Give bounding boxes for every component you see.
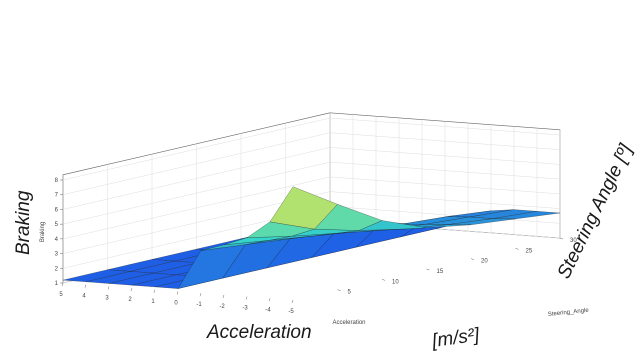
braking-tick-label: 2 [55, 266, 59, 272]
steering-angle-tick-mark [337, 289, 341, 291]
steering-angle-tick-label: 25 [526, 248, 533, 254]
braking-tick-label: 1 [55, 281, 59, 287]
acceleration-tick-mark [199, 293, 202, 297]
surface-mesh [62, 186, 561, 289]
acceleration-tick-mark [245, 296, 248, 300]
acceleration-tick-label: 5 [59, 292, 63, 298]
steering-angle-axis-label: Steering Angle [º] [554, 140, 635, 282]
braking-tick-label: 4 [55, 237, 59, 243]
acceleration-unit-label: [m/s²] [430, 324, 482, 352]
steering-angle-small-label: Steering_Angle [548, 308, 590, 318]
acceleration-tick-mark [130, 288, 133, 292]
steering-angle-tick-mark [426, 268, 430, 271]
acceleration-tick-label: 3 [105, 295, 109, 301]
steering-angle-tick-mark [515, 248, 519, 250]
braking-tick-label: 8 [55, 178, 59, 184]
steering-angle-tick-mark [470, 258, 475, 260]
acceleration-ticks: 5 4 3 2 1 0 -1 -2 -3 -4 -5 [59, 282, 294, 315]
steering-angle-tick-label: 15 [437, 269, 444, 275]
steering-angle-tick-label: 5 [348, 290, 352, 296]
braking-tick-label: 3 [55, 252, 59, 258]
steering-angle-tick-label: 10 [392, 279, 399, 285]
acceleration-tick-label: -5 [288, 309, 294, 315]
steering-angle-tick-label: 20 [481, 259, 488, 265]
acceleration-tick-label: 0 [174, 301, 178, 307]
acceleration-tick-label: -2 [219, 304, 225, 310]
acceleration-tick-label: -3 [242, 306, 248, 312]
acceleration-tick-label: 4 [82, 294, 86, 300]
acceleration-tick-label: 1 [151, 299, 155, 305]
acceleration-tick-mark [61, 282, 64, 287]
acceleration-tick-mark [153, 289, 156, 293]
acceleration-tick-mark [222, 294, 225, 298]
acceleration-tick-label: -4 [265, 307, 271, 313]
steering-angle-tick-label: 30 [570, 238, 577, 244]
acceleration-tick-mark [107, 286, 110, 290]
steering-angle-tick-mark [559, 237, 564, 240]
acceleration-tick-mark [84, 284, 87, 288]
braking-ticks: 1 2 3 4 5 6 7 8 [55, 178, 63, 287]
acceleration-tick-mark [176, 291, 179, 295]
braking-tick-label: 7 [55, 193, 59, 199]
steering-angle-tick-mark [381, 279, 386, 281]
acceleration-axis-label: Acceleration [206, 322, 312, 343]
braking-axis-label: Braking [13, 190, 34, 255]
braking-tick-label: 5 [55, 222, 59, 228]
acceleration-tick-label: 2 [128, 297, 132, 303]
steering-angle-ticks: 5 10 15 20 25 30 [337, 237, 577, 296]
braking-tick-label: 6 [55, 207, 59, 213]
acceleration-small-label: Acceleration [332, 320, 365, 326]
surface-patch [269, 186, 338, 230]
acceleration-tick-label: -1 [196, 302, 202, 308]
acceleration-tick-mark [268, 298, 271, 302]
braking-small-label: Braking [40, 222, 46, 242]
acceleration-tick-mark [291, 299, 294, 304]
axes-box [62, 112, 561, 284]
